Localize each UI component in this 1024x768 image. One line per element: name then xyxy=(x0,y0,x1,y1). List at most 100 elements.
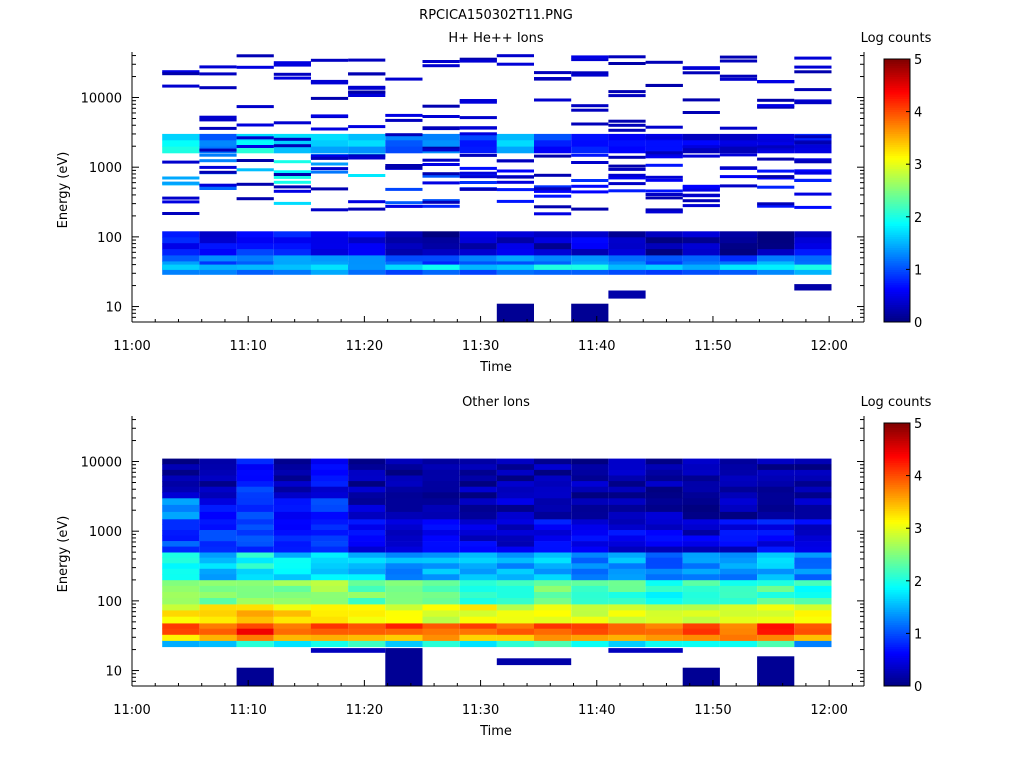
spectrogram-cell xyxy=(682,535,720,542)
spectrogram-cell xyxy=(348,58,386,62)
colorbar-segment xyxy=(884,297,910,301)
spectrogram-cell xyxy=(682,464,720,471)
colorbar-segment xyxy=(884,547,910,551)
spectrogram-cell xyxy=(608,243,646,250)
spectrogram-cell xyxy=(199,170,237,174)
spectrogram-cell xyxy=(199,504,237,513)
colorbar-segment xyxy=(884,490,910,494)
y-tick-label: 1000 xyxy=(89,525,122,540)
spectrogram-cell xyxy=(199,486,237,493)
spectrogram-cell xyxy=(794,616,832,624)
spectrogram-cell xyxy=(571,179,609,182)
spectrogram-cell xyxy=(496,592,534,599)
spectrogram-cell xyxy=(608,634,646,641)
spectrogram-cell xyxy=(757,486,795,493)
colorbar-segment xyxy=(884,247,910,251)
colorbar-segment xyxy=(884,131,910,135)
spectrogram-cell xyxy=(719,464,758,471)
spectrogram-cell xyxy=(608,237,646,244)
spectrogram-cell xyxy=(199,524,237,531)
spectrogram-cell xyxy=(719,504,758,513)
spectrogram-cell xyxy=(571,153,609,157)
spectrogram-cell xyxy=(273,524,311,531)
spectrogram-cell xyxy=(236,574,274,581)
spectrogram-cell xyxy=(682,133,720,141)
spectrogram-cell xyxy=(273,535,311,542)
spectrogram-cell xyxy=(794,158,832,162)
spectrogram-cell xyxy=(719,535,758,542)
spectrogram-cell xyxy=(571,133,609,141)
colorbar-segment xyxy=(884,427,910,431)
spectrogram-cell xyxy=(534,189,572,193)
spectrogram-cell xyxy=(273,189,311,193)
x-tick-label: 11:40 xyxy=(578,339,615,354)
spectrogram-cell xyxy=(757,267,795,275)
colorbar-segment xyxy=(884,486,910,490)
spectrogram-cell xyxy=(608,119,646,123)
panel-top-ylabel: Energy (eV) xyxy=(56,152,71,229)
spectrogram-cell xyxy=(571,504,609,513)
spectrogram-cell xyxy=(422,552,460,559)
spectrogram-cell xyxy=(199,535,237,542)
spectrogram-cell xyxy=(310,133,349,141)
spectrogram-cell xyxy=(422,231,460,238)
spectrogram-cell xyxy=(719,579,758,587)
spectrogram-cell xyxy=(385,267,423,275)
spectrogram-cell xyxy=(459,481,497,488)
spectrogram-cell xyxy=(162,504,200,513)
spectrogram-cell xyxy=(348,140,386,147)
colorbar-segment xyxy=(884,142,910,145)
spectrogram-cell xyxy=(236,231,274,238)
colorbar-segment xyxy=(884,639,910,643)
spectrogram-cell xyxy=(794,458,832,465)
spectrogram-cell xyxy=(199,255,237,262)
spectrogram-cells xyxy=(162,458,832,686)
colorbar-segment xyxy=(884,447,910,450)
spectrogram-cell xyxy=(682,497,720,506)
spectrogram-cell xyxy=(236,168,274,172)
spectrogram-cell xyxy=(496,243,534,250)
spectrogram-cell xyxy=(608,182,646,186)
spectrogram-cell xyxy=(310,475,349,482)
spectrogram-cell xyxy=(459,546,497,553)
spectrogram-cell xyxy=(496,640,534,648)
colorbar-segment xyxy=(884,508,910,512)
spectrogram-cell xyxy=(757,610,795,618)
spectrogram-cell xyxy=(608,604,646,611)
spectrogram-cell xyxy=(571,628,609,635)
spectrogram-cell xyxy=(385,187,423,191)
colorbar-segment xyxy=(884,238,910,242)
x-tick-label: 11:00 xyxy=(113,703,150,718)
colorbar-segment xyxy=(884,591,910,595)
colorbar-segment xyxy=(884,631,910,634)
spectrogram-cell xyxy=(719,616,758,624)
spectrogram-cell xyxy=(719,628,758,635)
colorbar-segment xyxy=(884,589,910,593)
spectrogram-cell xyxy=(571,574,609,581)
spectrogram-cell xyxy=(236,504,274,513)
spectrogram-cell xyxy=(682,604,720,611)
spectrogram-cell xyxy=(422,579,460,587)
colorbar: 0 1 2 3 4 5 xyxy=(883,417,922,695)
x-tick-label: 11:50 xyxy=(694,339,731,354)
spectrogram-cell xyxy=(719,237,758,244)
spectrogram-cell xyxy=(459,469,497,476)
spectrogram-cell xyxy=(794,530,832,536)
spectrogram-cell xyxy=(199,634,237,641)
spectrogram-cell xyxy=(608,598,646,605)
spectrogram-cell xyxy=(645,146,683,154)
panel-bottom: Other Ions 11:00 11:10 11:20 11:30 11:40 11:5… xyxy=(56,395,932,739)
colorbar-segment xyxy=(884,429,910,433)
spectrogram-cell xyxy=(534,616,572,624)
spectrogram-cell xyxy=(348,518,386,525)
spectrogram-cell xyxy=(385,563,423,570)
spectrogram-cell xyxy=(236,623,274,630)
colorbar-segment xyxy=(884,593,910,597)
spectrogram-cell xyxy=(645,598,683,605)
spectrogram-cell xyxy=(273,574,311,581)
colorbar-segment xyxy=(884,512,910,516)
spectrogram-cell xyxy=(496,546,534,553)
spectrogram-cell xyxy=(571,511,609,520)
spectrogram-cell xyxy=(608,628,646,635)
spectrogram-cell xyxy=(794,88,832,92)
